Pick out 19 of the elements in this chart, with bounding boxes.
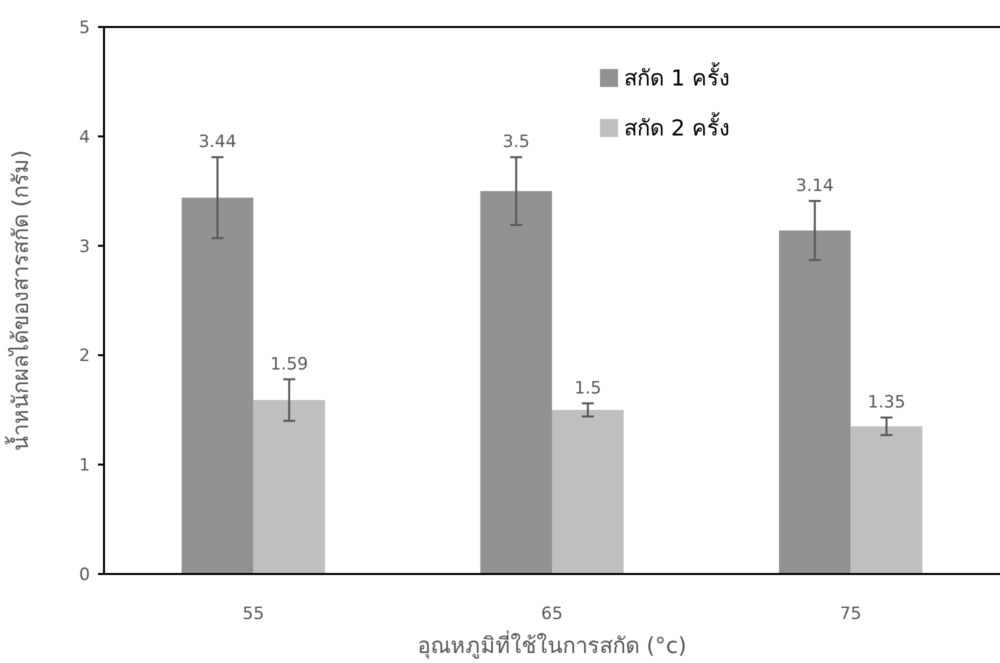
legend-label: สกัด 2 ครั้ง: [624, 112, 730, 142]
y-tick-label: 0: [79, 564, 90, 585]
x-tick-label: 75: [840, 604, 862, 624]
y-tick-label: 2: [79, 346, 90, 366]
data-label: 1.59: [270, 354, 308, 374]
data-label: 3.44: [198, 132, 236, 152]
y-tick-label: 1: [79, 456, 90, 476]
legend-label: สกัด 1 ครั้ง: [624, 62, 730, 92]
x-tick-label: 55: [242, 604, 264, 624]
x-tick-label: 65: [541, 604, 563, 624]
y-tick-label: 5: [79, 18, 90, 38]
data-label: 3.5: [502, 132, 530, 152]
y-tick-label: 3: [79, 236, 90, 257]
x-axis-title: อุณหภูมิที่ใช้ในการสกัด (°c): [417, 630, 687, 659]
data-label: 3.14: [796, 176, 834, 196]
y-axis-title: น้ำหนักผลได้ของสารสกัด (กรัม): [5, 150, 34, 452]
data-label: 1.5: [574, 378, 602, 398]
y-tick-label: 4: [79, 127, 90, 148]
data-label: 1.35: [868, 392, 906, 413]
